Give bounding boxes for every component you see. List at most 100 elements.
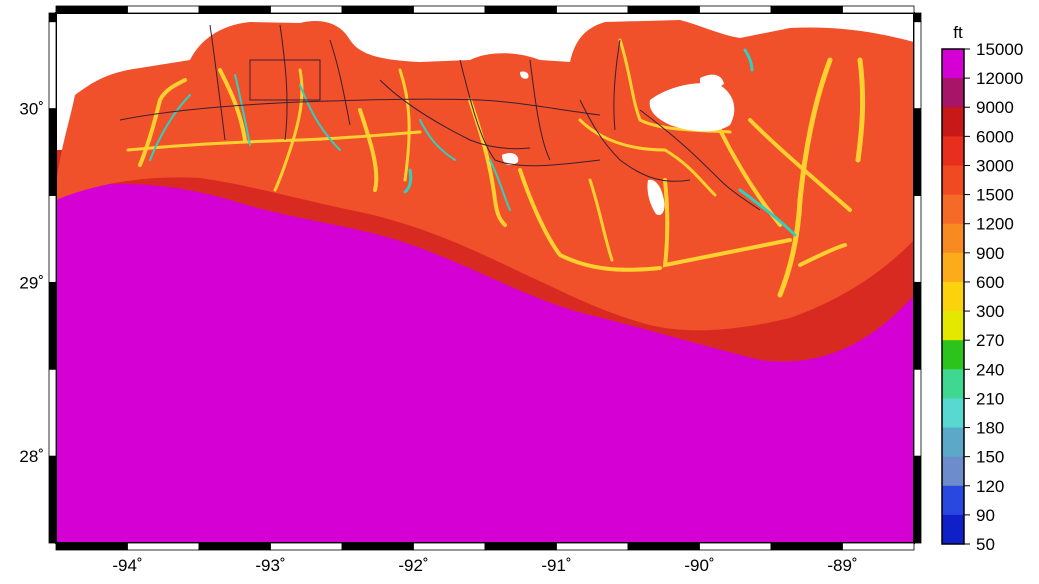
frame-bar-segment <box>770 542 843 551</box>
frame-bar-segment <box>913 455 922 544</box>
stream-line <box>419 119 456 161</box>
colorbar-swatch <box>942 107 964 137</box>
frame-bar-segment <box>48 12 57 23</box>
stream-line <box>738 188 797 237</box>
colorbar-level-label: 12000 <box>976 69 1023 88</box>
road-line <box>579 99 691 182</box>
colorbar-swatch <box>942 369 964 399</box>
frame-bar-segment <box>913 195 922 283</box>
frame-bar-segment <box>413 5 486 14</box>
frame-bar-segment <box>55 542 128 551</box>
longitude-tick-label: -89˚ <box>827 556 857 575</box>
road-line <box>613 39 621 131</box>
frame-bar-segment <box>484 5 557 14</box>
frame-bar-segment <box>48 21 57 109</box>
colorbar-level-label: 300 <box>976 302 1004 321</box>
channel-line <box>662 178 792 268</box>
colorbar-swatch <box>942 78 964 108</box>
latitude-tick-label: 29˚ <box>19 273 44 292</box>
frame-bar-segment <box>913 281 922 370</box>
longitude-tick-label: -92˚ <box>398 556 428 575</box>
longitude-tick-label: -93˚ <box>255 556 285 575</box>
frame-bar-segment <box>198 5 271 14</box>
latitude-labels: 30˚ 29˚ 28˚ <box>19 100 44 467</box>
colorbar-level-label: 600 <box>976 273 1004 292</box>
frame-bar-segment <box>48 108 57 196</box>
channel-line <box>398 68 411 182</box>
frame-bar-segment <box>48 455 57 544</box>
latitude-tick-label: 30˚ <box>19 100 44 119</box>
colorbar-level-label: 120 <box>976 477 1004 496</box>
frame-bar-segment <box>341 542 414 551</box>
frame-bar-segment <box>627 542 700 551</box>
frame-bar-segment <box>48 368 57 457</box>
stream-line <box>299 84 341 151</box>
channel-traces <box>126 38 866 298</box>
road-line <box>119 98 601 121</box>
latitude-tick-label: 28˚ <box>19 447 44 466</box>
frame-bar-segment <box>198 542 271 551</box>
colorbar-swatch <box>942 165 964 196</box>
lakes <box>502 71 735 216</box>
frame-bar-segment <box>127 5 200 14</box>
colorbar-level-label: 1200 <box>976 215 1014 234</box>
map-plot-area <box>56 13 914 543</box>
colorbar-swatches <box>942 49 964 545</box>
frame-bar-segment <box>842 542 915 551</box>
stream-line <box>403 168 413 194</box>
colorbar-border <box>941 48 965 545</box>
colorbar-swatch <box>942 398 964 429</box>
stream-line <box>149 94 191 161</box>
colorbar-level-label: 50 <box>976 535 995 554</box>
frame-bar-segment <box>48 281 57 370</box>
frame-bar-segment <box>413 542 486 551</box>
colorbar-swatch <box>942 281 964 312</box>
road-line <box>379 79 531 150</box>
colorbar-level-label: 210 <box>976 389 1004 408</box>
channel-line <box>138 78 187 167</box>
lake-small <box>502 152 519 166</box>
road-network <box>119 24 761 211</box>
lake-maurepas <box>700 74 724 89</box>
frame-bar-segment <box>913 12 922 23</box>
channel-line <box>358 108 379 192</box>
colorbar-swatch <box>942 485 964 516</box>
colorbar-level-label: 3000 <box>976 156 1014 175</box>
colorbar-swatch <box>942 49 964 79</box>
frame-bar-segment <box>270 5 343 14</box>
colorbar-swatch <box>942 456 964 487</box>
colorbar-level-label: 270 <box>976 331 1004 350</box>
frame-bar-segment <box>48 195 57 283</box>
colorbar-swatch <box>942 252 964 283</box>
stream-traces <box>149 48 797 237</box>
frame-bar-segment <box>341 5 414 14</box>
lake-salvador <box>647 179 665 216</box>
colorbar-level-label: 15000 <box>976 40 1023 59</box>
longitude-tick-label: -94˚ <box>112 556 142 575</box>
road-line <box>279 24 288 141</box>
colorbar: ft 15000 12000 9000 6000 3000 1500 1200 900 600 3… <box>941 23 1023 554</box>
frame-bar-segment <box>913 368 922 457</box>
colorbar-level-label: 900 <box>976 244 1004 263</box>
frame-bar-segment <box>842 5 915 14</box>
lake-pontchartrain <box>649 83 735 132</box>
colorbar-level-label: 180 <box>976 419 1004 438</box>
colorbar-level-label: 9000 <box>976 98 1014 117</box>
colorbar-swatch <box>942 311 964 341</box>
channel-line <box>855 57 866 163</box>
stream-line <box>234 74 251 146</box>
road-line <box>459 59 601 167</box>
frame-bar-segment <box>484 542 557 551</box>
longitude-tick-label: -91˚ <box>541 556 571 575</box>
frame-bar-segment <box>699 542 772 551</box>
frame-bar-segment <box>127 542 200 551</box>
longitude-tick-label: -90˚ <box>684 556 714 575</box>
colorbar-level-label: 1500 <box>976 186 1014 205</box>
road-line <box>249 59 321 101</box>
colorbar-unit-label: ft <box>953 23 963 42</box>
frame-bar-segment <box>913 108 922 196</box>
road-line <box>529 59 551 161</box>
frame-bar-segment <box>913 21 922 109</box>
lake-small <box>520 71 529 79</box>
